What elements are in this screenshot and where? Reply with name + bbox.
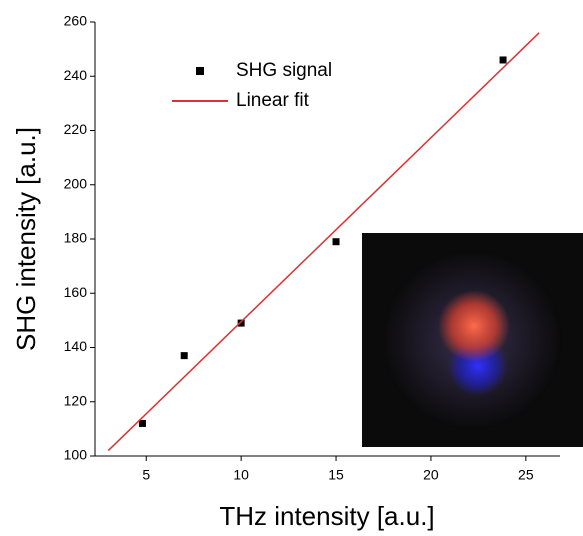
y-tick-label: 220 <box>64 121 88 137</box>
inset-image <box>362 233 583 447</box>
fit-line <box>107 32 540 452</box>
legend-label: Linear fit <box>236 90 310 111</box>
data-point <box>180 352 188 360</box>
x-tick-label: 20 <box>423 467 439 483</box>
x-tick-label: 10 <box>233 467 249 483</box>
y-tick-label: 120 <box>64 392 88 408</box>
legend-swatch <box>196 67 204 75</box>
y-tick-label: 260 <box>64 13 88 29</box>
x-tick-label: 25 <box>518 467 534 483</box>
y-tick-label: 200 <box>64 175 88 191</box>
data-point <box>237 319 245 327</box>
data-point <box>332 238 340 246</box>
y-tick-label: 140 <box>64 338 88 354</box>
x-tick-label: 5 <box>142 467 150 483</box>
y-tick-label: 160 <box>64 284 88 300</box>
data-point <box>138 419 146 427</box>
y-axis-title: SHG intensity [a.u.] <box>11 127 41 351</box>
legend-label: SHG signal <box>236 60 332 81</box>
y-tick-label: 180 <box>64 230 88 246</box>
y-tick-label: 100 <box>64 447 88 463</box>
data-point <box>499 56 507 64</box>
x-axis-title: THz intensity [a.u.] <box>219 501 434 531</box>
y-tick-label: 240 <box>64 67 88 83</box>
x-tick-label: 15 <box>328 467 344 483</box>
